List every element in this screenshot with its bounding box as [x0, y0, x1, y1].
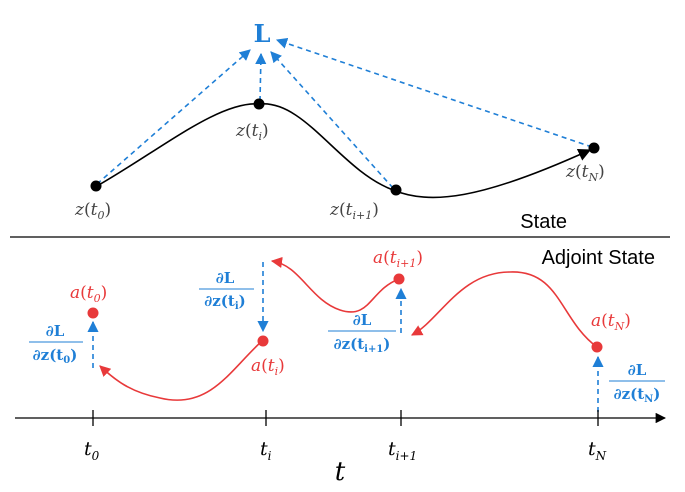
- svg-text:∂z(tN): ∂z(tN): [614, 385, 661, 405]
- svg-text:∂z(ti): ∂z(ti): [204, 292, 245, 312]
- tick-label-ti1: ti+1: [388, 438, 417, 463]
- dash-z0-to-L: [96, 49, 251, 185]
- adjoint-trajectory: [99, 256, 598, 401]
- adjoint-point-ti: [257, 335, 269, 347]
- adjoint-point-tN: [591, 341, 603, 353]
- state-label-ti: z(ti): [235, 121, 269, 143]
- svg-text:∂L: ∂L: [353, 311, 372, 329]
- svg-text:∂L: ∂L: [46, 322, 65, 340]
- adjoint-segment-N-to-i1: [411, 271, 598, 348]
- adjoint-point-ti1: [393, 273, 405, 285]
- adjoint-segment-i1-to-i: [270, 256, 400, 313]
- svg-text:∂L: ∂L: [628, 361, 647, 379]
- state-point-tN: [588, 142, 600, 154]
- gradient-arrows: [87, 262, 604, 412]
- state-label-tN: z(tN): [565, 162, 605, 184]
- gradient-label-tN: ∂L ∂z(tN): [609, 361, 665, 405]
- state-section-label: State: [520, 211, 567, 233]
- state-label-ti1: z(ti+1): [329, 200, 379, 222]
- state-point-ti: [253, 98, 265, 110]
- adjoint-segment-i-to-0: [99, 340, 263, 401]
- svg-text:∂z(ti+1): ∂z(ti+1): [334, 335, 391, 355]
- time-ticks: [92, 410, 599, 426]
- adjoint-label-t0: a(t0): [70, 283, 107, 305]
- dash-zi-to-L: [255, 52, 267, 102]
- gradient-label-ti: ∂L ∂z(ti): [199, 269, 254, 312]
- state-trajectory: [96, 103, 592, 199]
- loss-gradient-arrows: [96, 37, 593, 189]
- dash-zi1-to-L: [270, 51, 394, 189]
- state-point-ti1: [390, 184, 402, 196]
- state-point-t0: [90, 180, 102, 192]
- state-label-t0: z(t0): [74, 200, 111, 222]
- adjoint-point-t0: [87, 307, 99, 319]
- tick-label-ti: ti: [260, 438, 272, 463]
- svg-text:∂L: ∂L: [216, 269, 235, 287]
- adjoint-label-tN: a(tN): [591, 311, 631, 333]
- gradient-label-ti1: ∂L ∂z(ti+1): [328, 311, 396, 355]
- adjoint-label-ti1: a(ti+1): [373, 248, 423, 270]
- dash-zN-to-L: [275, 37, 593, 148]
- svg-text:∂z(t0): ∂z(t0): [33, 346, 78, 366]
- loss-label: L: [254, 19, 271, 48]
- tick-label-tN: tN: [588, 438, 607, 463]
- adjoint-section-label: Adjoint State: [542, 247, 655, 269]
- gradient-label-t0: ∂L ∂z(t0): [29, 322, 83, 366]
- time-axis-label: t: [335, 457, 346, 487]
- tick-label-t0: t0: [84, 438, 100, 463]
- adjoint-label-ti: a(ti): [251, 356, 285, 378]
